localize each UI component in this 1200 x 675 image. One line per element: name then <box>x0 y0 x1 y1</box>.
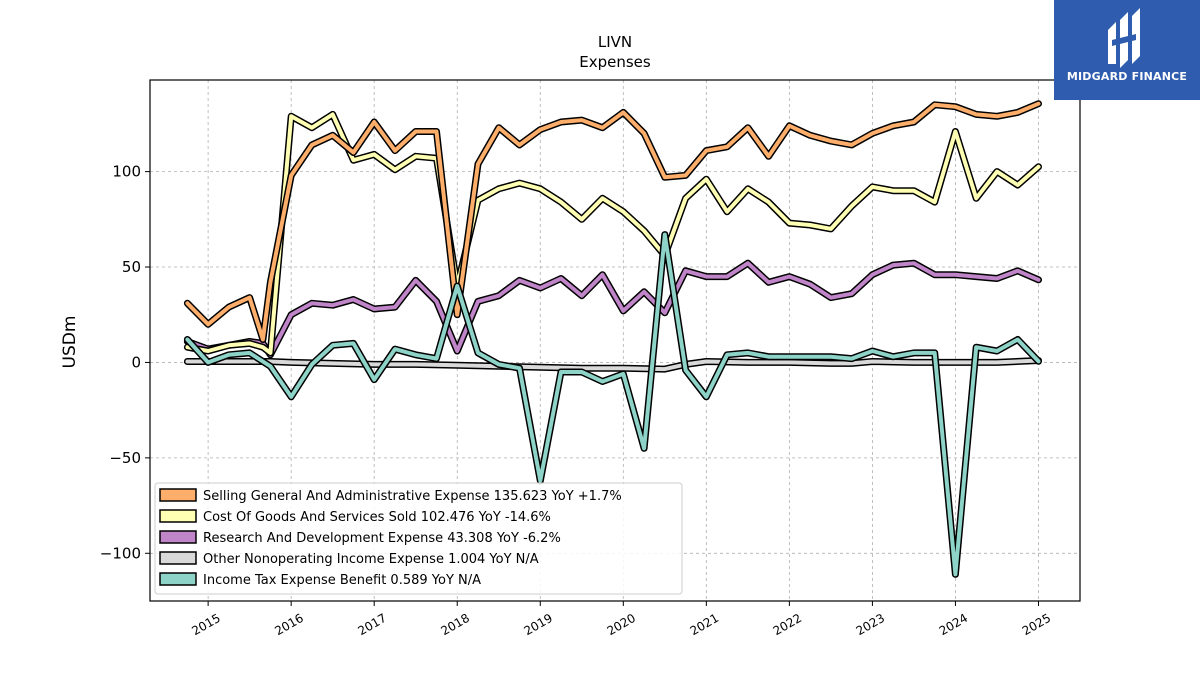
x-tick-label: 2017 <box>355 611 388 638</box>
series-outline <box>183 259 1042 359</box>
series-line-2 <box>183 259 1042 359</box>
series-layer <box>183 100 1042 578</box>
logo-text: MIDGARD FINANCE <box>1066 70 1188 83</box>
legend-entry: Income Tax Expense Benefit 0.589 YoY N/A <box>203 573 481 588</box>
series-stroke <box>185 261 1041 357</box>
x-tick-label: 2021 <box>688 611 721 638</box>
y-tick-label: −100 <box>100 544 141 562</box>
series-stroke <box>185 232 1041 577</box>
x-tick-label: 2015 <box>189 611 222 638</box>
chart-subtitle: Expenses <box>579 53 651 71</box>
series-stroke <box>185 358 1041 372</box>
series-stroke <box>185 101 1041 342</box>
series-line-4 <box>183 231 1042 578</box>
midgard-finance-logo-icon <box>1108 8 1140 68</box>
series-line-0 <box>183 100 1042 343</box>
series-outline <box>183 110 1042 357</box>
legend-swatch <box>159 572 197 586</box>
x-tick-label: 2024 <box>937 611 970 638</box>
x-tick-label: 2023 <box>854 611 887 638</box>
x-tick-label: 2020 <box>605 611 638 638</box>
legend-box <box>154 482 683 595</box>
chart-title: LIVN <box>598 33 632 51</box>
series-line-3 <box>183 357 1042 373</box>
legend-swatch <box>159 509 197 523</box>
y-tick-label: −50 <box>109 449 141 467</box>
legend-entry: Cost Of Goods And Services Sold 102.476 … <box>203 510 551 525</box>
midgard-finance-logo: MIDGARD FINANCE <box>1054 0 1200 100</box>
x-tick-label: 2022 <box>771 611 804 638</box>
legend: Selling General And Administrative Expen… <box>154 482 683 595</box>
legend-entry: Research And Development Expense 43.308 … <box>203 531 561 546</box>
y-axis-label: USDm <box>60 316 80 369</box>
y-tick-label: 0 <box>131 353 141 371</box>
y-tick-label: 100 <box>112 163 141 181</box>
x-tick-label: 2019 <box>522 611 555 638</box>
plot-frame <box>149 79 1081 602</box>
x-tick-label: 2025 <box>1020 611 1053 638</box>
legend-entry: Other Nonoperating Income Expense 1.004 … <box>203 552 539 567</box>
series-line-1 <box>183 110 1042 357</box>
x-tick-label: 2018 <box>439 611 472 638</box>
x-tick-label: 2016 <box>272 611 305 638</box>
legend-swatch <box>159 488 197 502</box>
legend-entry: Selling General And Administrative Expen… <box>203 489 622 504</box>
y-tick-label: 50 <box>122 258 141 276</box>
legend-swatch <box>159 551 197 565</box>
legend-swatch <box>159 530 197 544</box>
series-stroke <box>185 112 1041 355</box>
